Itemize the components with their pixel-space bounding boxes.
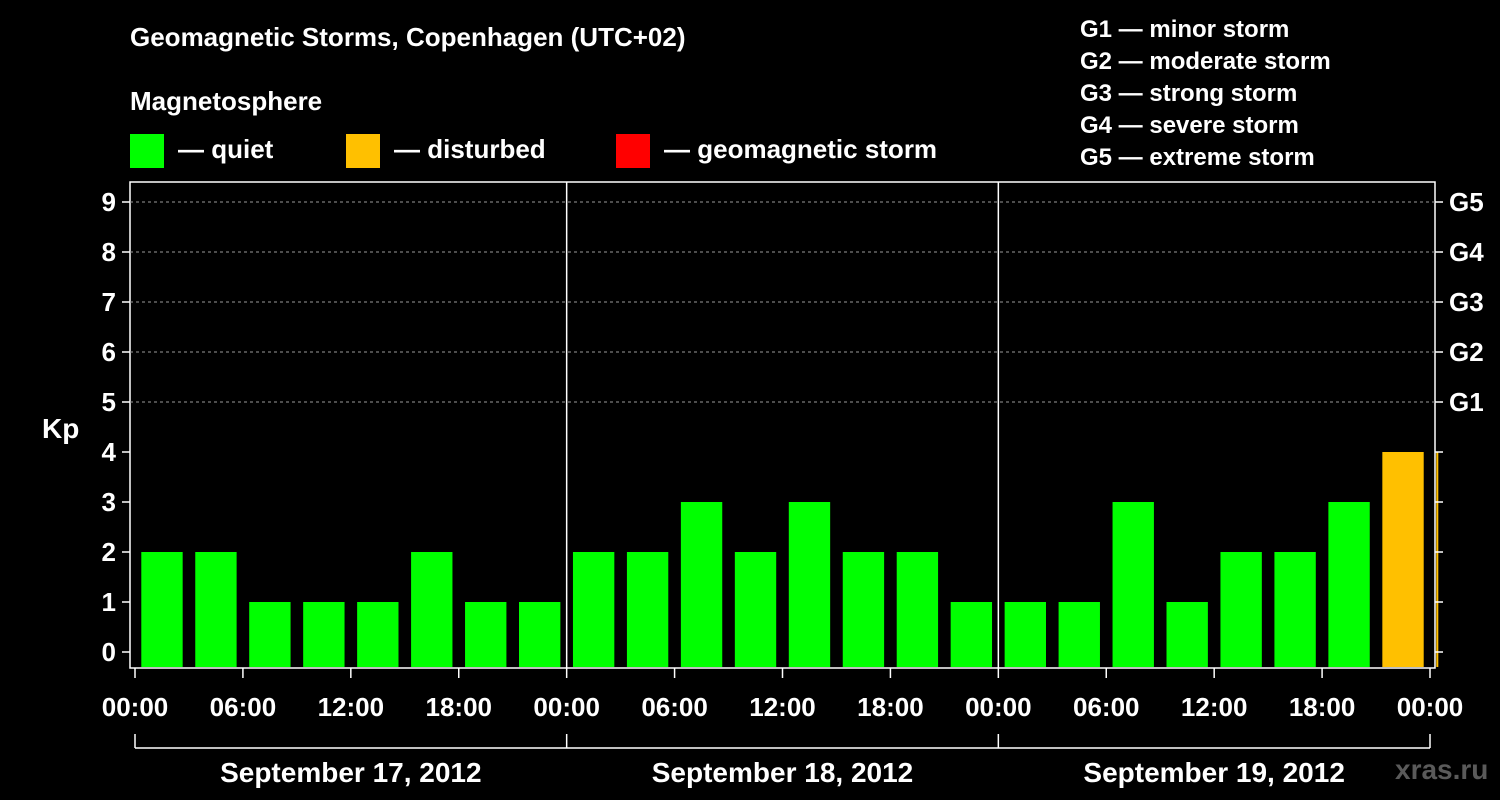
x-tick-label: 00:00 (102, 692, 169, 722)
y-tick-label: 3 (102, 487, 116, 517)
right-axis-label-g3: G3 (1449, 287, 1484, 317)
right-axis-label-g5: G5 (1449, 187, 1484, 217)
y-tick-label: 6 (102, 337, 116, 367)
kp-bar (1004, 602, 1046, 667)
date-label: September 19, 2012 (1083, 757, 1345, 788)
x-tick-label: 06:00 (210, 692, 277, 722)
legend-label-storm: — geomagnetic storm (664, 134, 938, 164)
kp-bar (249, 602, 291, 667)
kp-bar (303, 602, 345, 667)
y-tick-label: 2 (102, 537, 116, 567)
legend-swatch-quiet (130, 134, 164, 168)
kp-bar (680, 502, 723, 667)
legend-label-disturbed: — disturbed (394, 134, 546, 164)
date-label: September 18, 2012 (652, 757, 914, 788)
y-tick-label: 4 (102, 437, 117, 467)
x-tick-label: 12:00 (1181, 692, 1248, 722)
y-axis-label: Kp (42, 413, 79, 444)
kp-bar (1112, 502, 1154, 667)
right-axis-label-g2: G2 (1449, 337, 1484, 367)
storm-scale-g5: G5 — extreme storm (1080, 144, 1315, 171)
y-tick-label: 0 (102, 637, 116, 667)
kp-bar (788, 502, 831, 667)
kp-bar (572, 552, 615, 667)
x-tick-label: 12:00 (749, 692, 816, 722)
y-tick-label: 8 (102, 237, 116, 267)
storm-scale-g2: G2 — moderate storm (1080, 48, 1331, 75)
kp-bar (1274, 552, 1316, 667)
kp-bar (1166, 602, 1208, 667)
kp-bar (1436, 452, 1439, 667)
kp-bar (1220, 552, 1262, 667)
legend-swatch-storm (616, 134, 650, 168)
date-label: September 17, 2012 (220, 757, 482, 788)
storm-scale-g1: G1 — minor storm (1080, 16, 1290, 43)
x-tick-label: 18:00 (857, 692, 924, 722)
legend-title: Magnetosphere (130, 86, 323, 116)
kp-bar (1058, 602, 1100, 667)
storm-scale-g4: G4 — severe storm (1080, 112, 1299, 139)
kp-bar (626, 552, 669, 667)
kp-bar (734, 552, 777, 667)
chart-title: Geomagnetic Storms, Copenhagen (UTC+02) (130, 22, 686, 52)
kp-bar (1382, 452, 1424, 667)
kp-bar (842, 552, 885, 667)
x-tick-label: 00:00 (533, 692, 600, 722)
right-axis-label-g4: G4 (1449, 237, 1484, 267)
x-tick-label: 18:00 (426, 692, 493, 722)
y-tick-label: 7 (102, 287, 116, 317)
kp-bar (1328, 502, 1370, 667)
right-axis-label-g1: G1 (1449, 387, 1484, 417)
legend-swatch-disturbed (346, 134, 380, 168)
x-tick-label: 18:00 (1289, 692, 1356, 722)
watermark: xras.ru (1395, 754, 1489, 785)
kp-bar (519, 602, 561, 667)
legend-label-quiet: — quiet (178, 134, 274, 164)
x-tick-label: 06:00 (641, 692, 708, 722)
x-tick-label: 06:00 (1073, 692, 1140, 722)
x-tick-label: 00:00 (965, 692, 1032, 722)
y-tick-label: 5 (102, 387, 116, 417)
kp-bar (896, 552, 939, 667)
kp-bar (195, 552, 237, 667)
kp-bar (950, 602, 993, 667)
storm-scale-g3: G3 — strong storm (1080, 80, 1298, 107)
kp-bar (141, 552, 183, 667)
y-tick-label: 1 (102, 587, 116, 617)
kp-bar (411, 552, 453, 667)
y-tick-label: 9 (102, 187, 116, 217)
x-tick-label: 12:00 (318, 692, 385, 722)
kp-bar (357, 602, 399, 667)
kp-bar (465, 602, 507, 667)
x-tick-label: 00:00 (1397, 692, 1464, 722)
